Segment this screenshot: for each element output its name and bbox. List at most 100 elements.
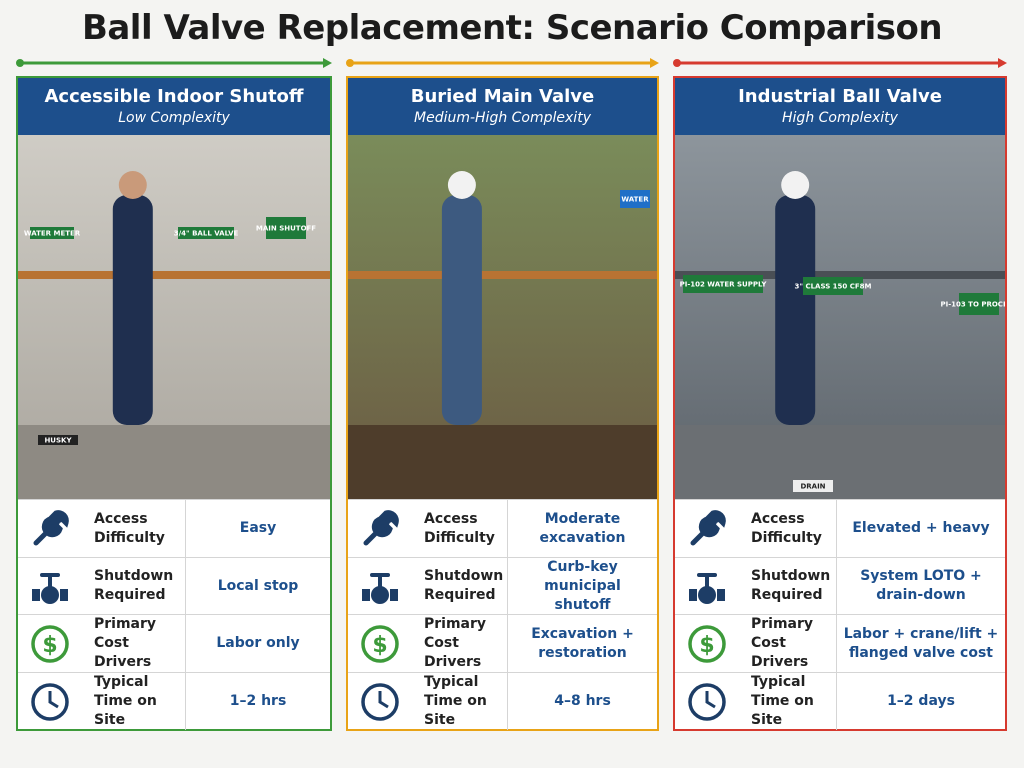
pipe: [18, 271, 330, 279]
row-icon: [362, 572, 398, 604]
table-row: Typical Time on Site 1–2 hrs: [18, 671, 330, 730]
photo-sign-label: WATER: [621, 196, 649, 204]
arrow-dot: [16, 59, 24, 67]
row-value: Curb-key municipal shutoff: [507, 557, 657, 615]
row-value: Easy: [185, 500, 330, 557]
arrow-head: [323, 58, 332, 68]
row-label: Access Difficulty: [424, 510, 495, 546]
icon-shape: [705, 690, 716, 708]
photo-sign-label: WATER METER: [24, 230, 81, 238]
card-header: Industrial Ball Valve High Complexity: [675, 78, 1005, 135]
page-title: Ball Valve Replacement: Scenario Compari…: [81, 8, 943, 48]
arrow-head: [650, 58, 659, 68]
row-icon: $: [31, 625, 69, 663]
row-icon: [363, 510, 399, 546]
scenario-card: Industrial Ball Valve High Complexity PI-1…: [673, 76, 1007, 731]
icon-shape: $: [699, 633, 714, 658]
table-row: $ Primary Cost Drivers Excavation + restor…: [348, 614, 657, 672]
icon-shape: [31, 625, 69, 663]
icon-shape: [717, 588, 725, 601]
table-row: $ Primary Cost Drivers Labor + crane/lift …: [675, 614, 1005, 672]
icon-shape: [688, 625, 726, 663]
photo-sign-label: DRAIN: [800, 483, 825, 491]
photo-sign-label: HUSKY: [44, 437, 72, 445]
icon-shape: [378, 574, 382, 587]
row-value: 4–8 hrs: [507, 672, 657, 730]
pipe: [348, 271, 657, 279]
arrow-dot: [346, 59, 354, 67]
row-icon: [32, 572, 68, 604]
table-row: Access Difficulty Elevated + heavy: [675, 499, 1005, 557]
scenario-photo: PI-102 WATER SUPPLY 3" CLASS 150 CF8M PI-1…: [675, 135, 1005, 499]
row-value: Elevated + heavy: [836, 500, 1005, 557]
icon-shape: [371, 585, 389, 604]
icon-shape: [41, 585, 59, 604]
scenario-complexity: Low Complexity: [118, 110, 230, 126]
row-label: Shutdown Required: [424, 568, 504, 603]
card-header: Buried Main Valve Medium-High Complexity: [348, 78, 657, 135]
row-value: Labor + crane/lift + flanged valve cost: [836, 615, 1005, 672]
row-label: Shutdown Required: [751, 568, 831, 603]
row-value: 1–2 days: [836, 672, 1005, 730]
worker-head: [447, 171, 476, 199]
icon-shape: [362, 588, 370, 601]
photo-sign-label: MAIN SHUTOFF: [256, 225, 316, 233]
card-header: Accessible Indoor Shutoff Low Complexity: [18, 78, 330, 135]
photo-sign-label: PI-103 TO PROCESS: [940, 301, 1005, 309]
photo-sign-label: 3" CLASS 150 CF8M: [795, 283, 872, 291]
row-label: Typical Time on Site: [424, 673, 487, 728]
scenario-photo: WATER: [348, 135, 657, 499]
scenario-complexity: Medium-High Complexity: [414, 110, 591, 126]
photo-sign-label: PI-102 WATER SUPPLY: [680, 281, 768, 289]
arrow-dot: [673, 59, 681, 67]
icon-shape: [361, 682, 399, 721]
photo-floor: [348, 425, 657, 499]
row-icon: [690, 510, 726, 546]
row-icon: $: [361, 625, 399, 663]
table-row: $ Primary Cost Drivers Labor only: [18, 614, 330, 672]
icon-shape: [40, 572, 60, 577]
scenario-card: Accessible Indoor Shutoff Low Complexity W…: [16, 76, 332, 731]
row-label: Access Difficulty: [751, 510, 822, 546]
icon-shape: [363, 510, 399, 546]
photo-sign: [266, 217, 306, 239]
row-value: Moderate excavation: [507, 500, 657, 557]
icon-shape: [361, 625, 399, 663]
worker: [775, 195, 816, 425]
row-label: Primary Cost Drivers: [424, 616, 487, 670]
icon-shape: [32, 588, 40, 601]
worker: [112, 195, 153, 425]
photo-sign: [959, 293, 999, 315]
row-icon: [361, 682, 399, 721]
arrows: [16, 58, 1007, 68]
photo-sign: [683, 275, 763, 293]
row-value: Local stop: [185, 557, 330, 615]
icon-shape: [688, 682, 726, 721]
row-label: Typical Time on Site: [94, 673, 157, 728]
scenario-complexity: High Complexity: [782, 110, 898, 126]
photo-floor: [675, 425, 1005, 499]
icon-shape: $: [372, 633, 387, 658]
icon-shape: [705, 574, 709, 587]
row-icon: [689, 572, 725, 604]
icon-shape: [378, 690, 389, 708]
scenario-name: Buried Main Valve: [410, 86, 595, 107]
row-label: Typical Time on Site: [751, 673, 814, 728]
photo-sign-label: 3/4" BALL VALVE: [174, 230, 239, 238]
worker-head: [118, 171, 147, 199]
row-icon: [31, 682, 69, 721]
icon-shape: [698, 585, 716, 604]
photo-sign: [30, 227, 74, 239]
icon-shape: [48, 574, 52, 587]
table-row: Access Difficulty Easy: [18, 499, 330, 557]
scenario-photo: WATER METER 3/4" BALL VALVE MAIN SHUTOFF HU…: [18, 135, 330, 499]
photo-sign: [178, 227, 234, 239]
scenario-card: Buried Main Valve Medium-High Complexity W…: [346, 76, 659, 731]
table-row: Shutdown Required Local stop: [18, 556, 330, 615]
row-icon: [688, 682, 726, 721]
row-label: Shutdown Required: [94, 568, 174, 603]
scenario-name: Accessible Indoor Shutoff: [44, 86, 304, 107]
table-row: Shutdown Required Curb-key municipal shut…: [348, 556, 657, 615]
icon-shape: [370, 572, 390, 577]
